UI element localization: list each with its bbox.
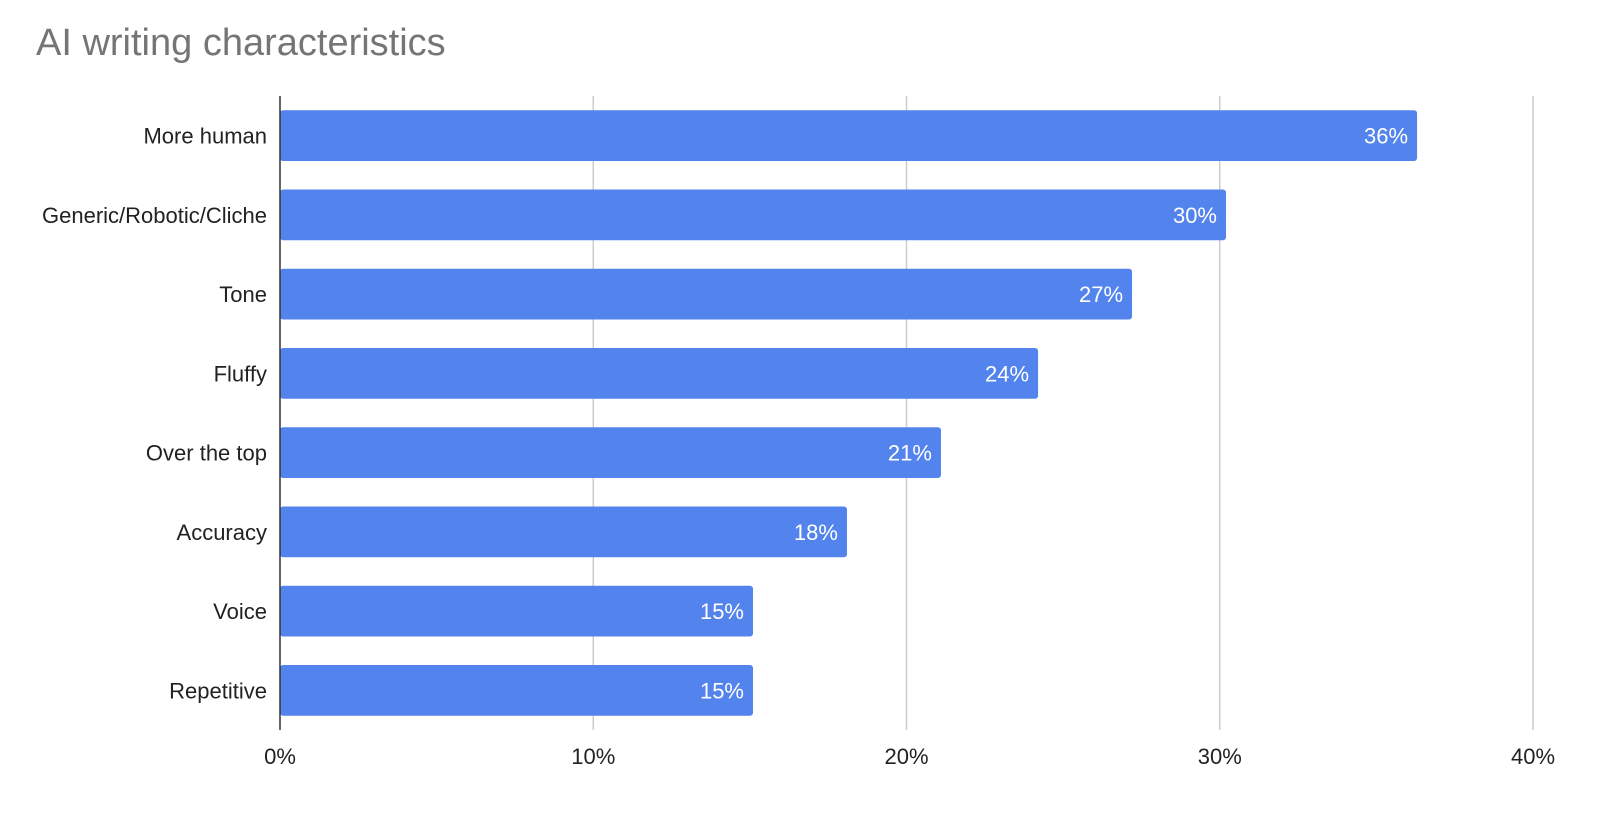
data-label: 21%	[888, 441, 932, 466]
x-tick-label: 0%	[264, 744, 296, 769]
bar	[280, 189, 1227, 241]
bar	[280, 110, 1418, 161]
bar	[280, 506, 847, 558]
bar	[280, 268, 1133, 320]
data-label: 27%	[1079, 282, 1123, 307]
x-tick-label: 10%	[571, 744, 615, 769]
data-label: 18%	[794, 520, 838, 545]
bar	[280, 348, 1039, 399]
x-tick-label: 30%	[1198, 744, 1242, 769]
category-label: Fluffy	[214, 361, 267, 386]
category-label: Repetitive	[169, 678, 267, 703]
category-label: Tone	[219, 282, 267, 307]
data-label: 15%	[700, 678, 744, 703]
x-tick-label: 20%	[884, 744, 928, 769]
data-label: 15%	[700, 599, 744, 624]
x-tick-label: 40%	[1511, 744, 1555, 769]
bars	[280, 110, 1418, 716]
category-label: Over the top	[146, 441, 267, 466]
data-label: 36%	[1364, 124, 1408, 149]
category-label: Generic/Robotic/Cliche	[42, 203, 267, 228]
data-labels: 36% 30% 27% 24% 21% 18% 15% 15%	[700, 124, 1408, 704]
bar	[280, 427, 941, 478]
bar	[280, 585, 754, 637]
category-label: Accuracy	[177, 520, 267, 545]
data-label: 30%	[1173, 203, 1217, 228]
x-tick-labels: 0% 10% 20% 30% 40%	[264, 744, 1555, 769]
chart-title: AI writing characteristics	[36, 22, 446, 64]
data-label: 24%	[985, 361, 1029, 386]
category-label: Voice	[213, 599, 267, 624]
category-labels: More human Generic/Robotic/Cliche Tone Fluf…	[42, 124, 267, 704]
category-label: More human	[143, 124, 267, 149]
bar	[280, 665, 754, 716]
